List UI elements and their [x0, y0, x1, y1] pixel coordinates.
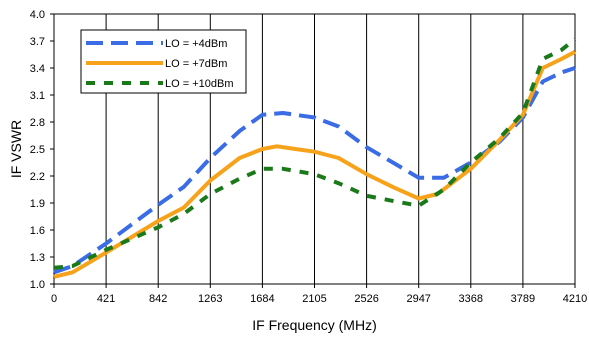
x-tick-label: 421 [97, 293, 115, 305]
x-tick-label: 1684 [250, 293, 274, 305]
series-lines [53, 37, 577, 279]
x-tick-label: 0 [51, 293, 57, 305]
x-tick-label: 3789 [511, 293, 535, 305]
y-tick-label: 2.2 [30, 171, 45, 183]
x-tick-label: 2105 [302, 293, 326, 305]
y-tick-label: 1.9 [30, 198, 45, 210]
x-tick-label: 1263 [198, 293, 222, 305]
legend-label: LO = +4dBm [165, 38, 227, 50]
y-tick-label: 4.0 [30, 9, 45, 21]
y-tick-label: 1.3 [30, 252, 45, 264]
x-axis-title: IF Frequency (MHz) [252, 317, 376, 333]
legend-label: LO = +10dBm [165, 78, 234, 90]
y-tick-label: 3.4 [30, 63, 45, 75]
y-tick-label: 1.6 [30, 225, 45, 237]
series-line [53, 50, 576, 279]
legend: LO = +4dBm LO = +7dBm LO = +10dBm [80, 29, 247, 94]
x-tick-label: 4210 [563, 293, 587, 305]
x-tick-label: 3368 [459, 293, 483, 305]
x-axis-ticks: 0 421 842 1263 1684 2105 2526 2947 3368 3789 4210 [51, 284, 587, 305]
y-tick-label: 3.1 [30, 90, 45, 102]
y-tick-label: 3.7 [30, 36, 45, 48]
y-tick-label: 2.8 [30, 117, 45, 129]
y-tick-label: 2.5 [30, 144, 45, 156]
y-axis-title: IF VSWR [8, 120, 24, 178]
legend-label: LO = +7dBm [165, 58, 227, 70]
x-tick-label: 842 [149, 293, 167, 305]
y-tick-label: 1.0 [30, 279, 45, 291]
series-line [53, 37, 577, 270]
x-tick-label: 2526 [354, 293, 378, 305]
y-axis-ticks: 1.0 1.3 1.6 1.9 2.2 2.5 2.8 3.1 3.4 3.7 4.0 [30, 9, 54, 291]
x-tick-label: 2947 [406, 293, 430, 305]
